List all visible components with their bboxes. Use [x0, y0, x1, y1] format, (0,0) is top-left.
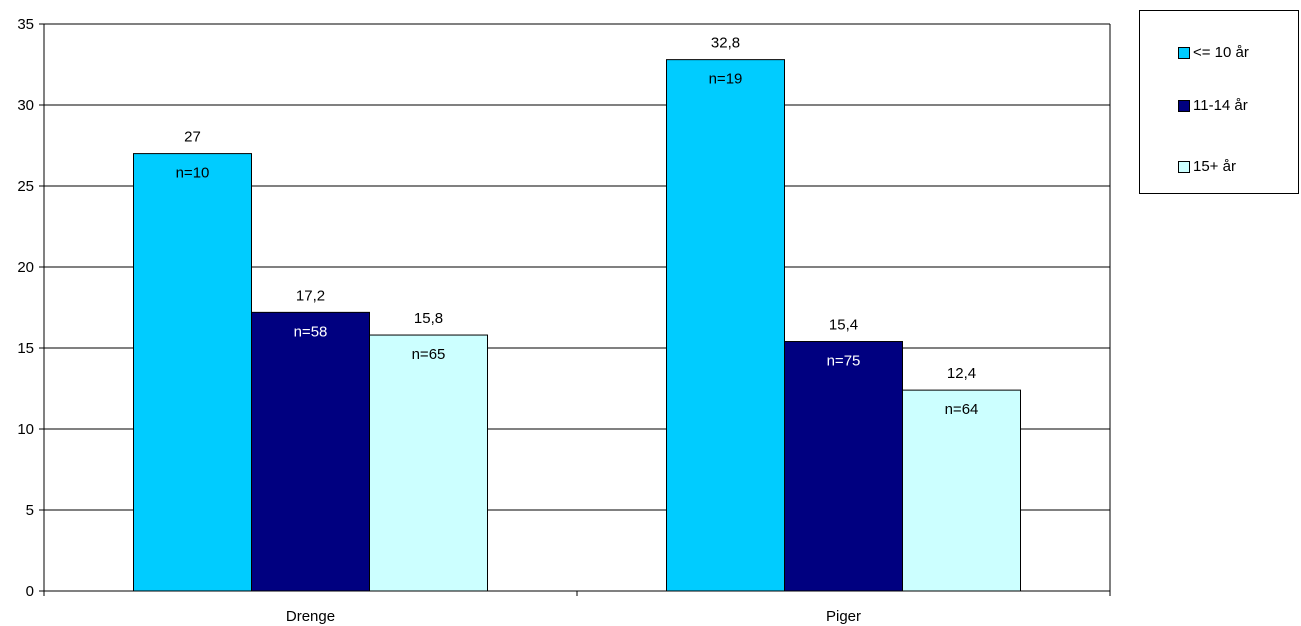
bar [251, 311, 370, 592]
legend-swatch [1178, 46, 1190, 59]
bar-n-label: n=58 [294, 323, 328, 340]
legend-label: <= 10 år [1193, 44, 1249, 61]
legend: <= 10 år 11-14 år 15+ år [1139, 10, 1299, 194]
bar [666, 59, 785, 592]
bar-value-label: 15,8 [414, 310, 443, 327]
bar-n-label: n=65 [412, 346, 446, 363]
legend-label: 11-14 år [1193, 97, 1248, 114]
y-tick-label: 10 [17, 421, 34, 438]
bar-n-label: n=10 [176, 165, 210, 182]
x-category-label: Piger [826, 608, 861, 625]
legend-swatch [1178, 99, 1190, 112]
bar-n-label: n=19 [709, 71, 743, 88]
legend-item-le10: <= 10 år [1178, 44, 1249, 61]
axes [39, 23, 1111, 596]
bar [784, 341, 903, 592]
labels: 0 5 10 15 20 25 30 35 27 n=10 32,8 n=19 17,2 n=58 15,4… [17, 16, 978, 625]
y-tick-label: 35 [17, 16, 34, 33]
bars [133, 59, 1021, 592]
y-tick-label: 15 [17, 340, 34, 357]
y-tick-label: 0 [26, 583, 34, 600]
bar [133, 153, 252, 592]
y-tick-label: 5 [26, 502, 34, 519]
bar-n-label: n=64 [945, 401, 979, 418]
legend-item-11-14: 11-14 år [1178, 97, 1248, 114]
legend-label: 15+ år [1193, 158, 1236, 175]
bar [369, 334, 488, 592]
bar-value-label: 15,4 [829, 317, 858, 334]
legend-swatch [1178, 160, 1190, 173]
y-tick-label: 25 [17, 178, 34, 195]
y-tick-label: 20 [17, 259, 34, 276]
bar-value-label: 12,4 [947, 365, 976, 382]
bar [902, 389, 1021, 592]
bar-n-label: n=75 [827, 353, 861, 370]
bar-value-label: 32,8 [711, 35, 740, 52]
bar-value-label: 27 [184, 129, 201, 146]
bar-value-label: 17,2 [296, 287, 325, 304]
x-category-label: Drenge [286, 608, 335, 625]
legend-item-15plus: 15+ år [1178, 158, 1236, 175]
y-tick-label: 30 [17, 97, 34, 114]
